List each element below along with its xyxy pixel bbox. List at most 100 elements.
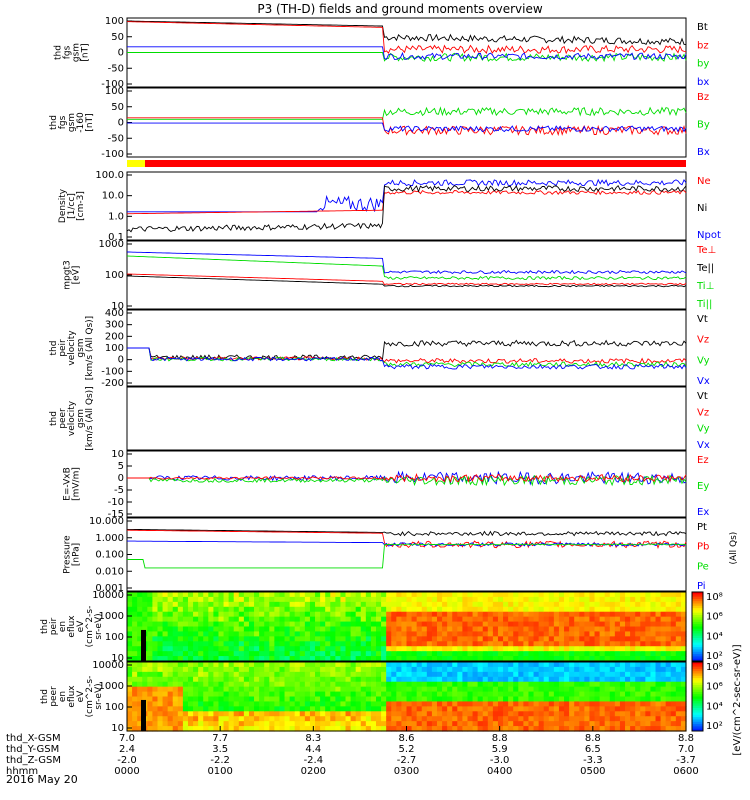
- spectrogram-cell: [335, 641, 342, 647]
- spectrogram-cell: [172, 606, 179, 613]
- spectrogram-cell: [330, 606, 336, 613]
- spectrogram-cell: [538, 601, 545, 608]
- spectrogram-cell: [294, 711, 301, 717]
- spectrogram-cell: [254, 711, 260, 717]
- spectrogram-cell: [680, 631, 687, 637]
- spectrogram-cell: [259, 651, 265, 657]
- spectrogram-cell: [548, 691, 555, 698]
- spectrogram-cell: [254, 716, 260, 722]
- spectrogram-cell: [477, 592, 484, 598]
- spectrogram-cell: [127, 696, 133, 703]
- plot-title: P3 (TH-D) fields and ground moments over…: [257, 2, 542, 16]
- spectrogram-cell: [157, 611, 164, 618]
- spectrogram-cell: [182, 662, 189, 668]
- spectrogram-cell: [477, 631, 484, 637]
- spectrogram-cell: [355, 662, 362, 668]
- spectrogram-cell: [182, 592, 189, 598]
- series-Te-par: [127, 251, 687, 275]
- spectrogram-cell: [182, 696, 189, 703]
- spectrogram-cell: [660, 636, 667, 642]
- spectrogram-cell: [142, 592, 148, 598]
- spectrogram-cell: [467, 641, 474, 647]
- spectrogram-cell: [325, 726, 331, 732]
- spectrogram-cell: [655, 726, 662, 732]
- spectrogram-cell: [416, 691, 423, 698]
- spectrogram-cell: [127, 686, 133, 693]
- spectrogram-cell: [213, 691, 220, 698]
- spectrogram-cell: [309, 706, 316, 712]
- spectrogram-cell: [182, 596, 189, 603]
- spectrogram-cell: [391, 636, 397, 642]
- spectrogram-cell: [350, 626, 357, 633]
- spectrogram-cell: [279, 656, 286, 662]
- spectrogram-cell: [386, 701, 392, 707]
- spectrogram-cell: [396, 726, 403, 732]
- spectrogram-cell: [299, 681, 306, 688]
- spectrogram-cell: [482, 626, 489, 633]
- spectrogram-cell: [457, 616, 463, 623]
- spectrogram-cell: [157, 696, 164, 703]
- spectrogram-cell: [157, 631, 164, 637]
- spectrogram-cell: [594, 656, 601, 662]
- spectrogram-cell: [370, 696, 377, 703]
- spectrogram-cell: [279, 616, 286, 623]
- spectrogram-cell: [340, 662, 347, 668]
- ylabel-line: gsm: [67, 113, 77, 132]
- spectrogram-cell: [320, 596, 326, 603]
- spectrogram-cell: [137, 701, 143, 707]
- spectrogram-cell: [569, 666, 575, 673]
- spectrogram-cell: [228, 596, 235, 603]
- spectrogram-cell: [365, 601, 372, 608]
- spectrogram-cell: [315, 616, 321, 623]
- spectrogram-cell: [309, 686, 316, 693]
- spectrogram-cell: [472, 646, 479, 652]
- spectrogram-cell: [218, 671, 225, 678]
- spectrogram-cell: [640, 691, 646, 698]
- spectrogram-cell: [574, 686, 580, 693]
- spectrogram-cell: [391, 631, 397, 637]
- spectrogram-cell: [574, 636, 580, 642]
- spectrogram-cell: [238, 726, 245, 732]
- spectrogram-cell: [523, 616, 530, 623]
- spectrogram-cell: [167, 681, 174, 688]
- spectrogram-cell: [238, 611, 245, 618]
- spectrogram-cell: [564, 631, 570, 637]
- spectrogram-cell: [172, 662, 179, 668]
- spectrogram-cell: [675, 596, 682, 603]
- spectrogram-cell: [269, 626, 275, 633]
- colorbar-cell: [692, 726, 703, 730]
- spectrogram-cell: [518, 656, 524, 662]
- spectrogram-cell: [376, 686, 382, 693]
- spectrogram-cell: [543, 691, 550, 698]
- spectrogram-cell: [391, 676, 397, 683]
- footer-value: 7.7: [212, 733, 228, 744]
- spectrogram-cell: [396, 611, 403, 618]
- footer-value: 0500: [580, 766, 605, 777]
- footer-value: 8.6: [399, 733, 415, 744]
- colorbar-cell: [692, 678, 703, 681]
- spectrogram-cell: [543, 662, 550, 668]
- spectrogram-cell: [680, 626, 687, 633]
- footer-value: 7.0: [119, 733, 135, 744]
- spectrogram-cell: [365, 616, 372, 623]
- spectrogram-cell: [675, 676, 682, 683]
- spectrogram-cell: [426, 686, 433, 693]
- spectrogram-cell: [467, 696, 474, 703]
- spectrogram-cell: [558, 636, 565, 642]
- spectrogram-cell: [269, 716, 275, 722]
- spectrogram-cell: [625, 621, 631, 628]
- spectrogram-cell: [523, 611, 530, 618]
- spectrogram-cell: [452, 616, 458, 623]
- spectrogram-cell: [609, 631, 616, 637]
- spectrogram-cell: [614, 666, 621, 673]
- ylabel-line: [eV]: [72, 266, 82, 285]
- spectrogram-cell: [447, 606, 453, 613]
- spectrogram-cell: [259, 686, 265, 693]
- spectrogram-cell: [269, 701, 275, 707]
- spectrogram-cell: [228, 606, 235, 613]
- spectrogram-cell: [132, 681, 138, 688]
- spectrogram-cell: [315, 671, 321, 678]
- spectrogram-cell: [553, 641, 560, 647]
- legend-Te⊥: Te⊥: [696, 245, 716, 256]
- spectrogram-cell: [264, 701, 270, 707]
